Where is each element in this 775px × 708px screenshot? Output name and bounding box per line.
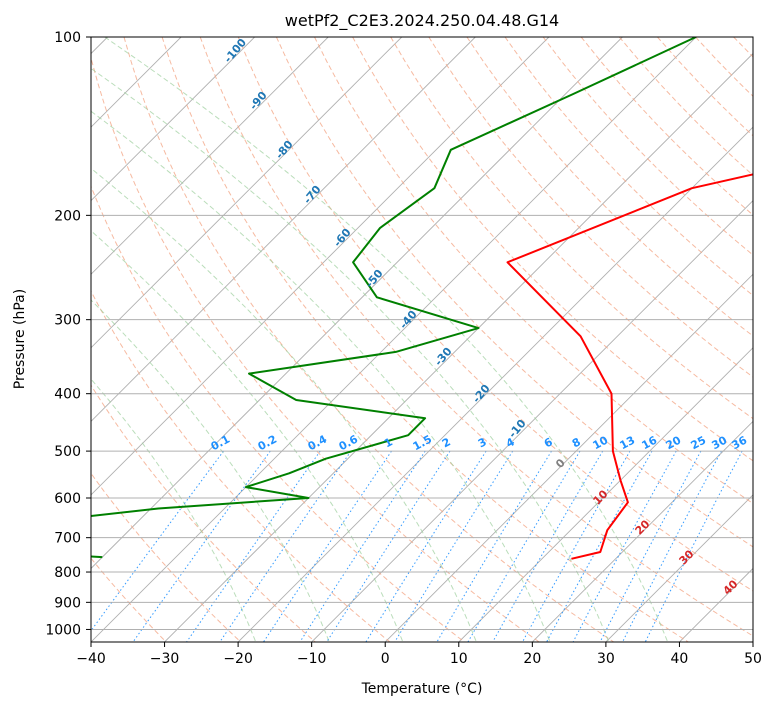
mixing-ratio-label: 16 (640, 433, 660, 452)
dry-adiabat-line (91, 290, 391, 642)
y-tick-label: 100 (54, 30, 81, 46)
dry-adiabat-line (314, 37, 753, 505)
mixing-ratio-line (546, 450, 653, 642)
mixing-ratio-line (299, 450, 426, 642)
mixing-ratio-label: 25 (689, 434, 709, 453)
x-tick-label: −40 (76, 651, 106, 667)
isotherm-line (605, 494, 753, 642)
dry-adiabat-line (91, 384, 316, 642)
mixing-ratio-label: 36 (730, 433, 750, 452)
isotherm-line (91, 37, 476, 422)
mixing-ratio-line (263, 450, 392, 642)
mixing-ratio-line (572, 450, 677, 642)
moist-adiabat-line (91, 230, 404, 642)
y-tick-label: 300 (54, 313, 81, 329)
dry-adiabat-line (428, 37, 753, 378)
isotherm-line (91, 37, 255, 202)
isotherm-line (91, 37, 329, 275)
y-tick-label: 1000 (45, 622, 81, 638)
dry-adiabat-line (390, 37, 753, 420)
isotherm-line (237, 126, 753, 642)
dry-adiabat-line (123, 37, 614, 642)
mixing-ratio-line (622, 450, 722, 642)
isotherm-line (532, 420, 753, 642)
temperature-line (506, 173, 753, 560)
background-lines (91, 37, 753, 642)
isotherm-line (384, 273, 753, 642)
y-axis: 100 200 300 400 500 600 700 800 900 1000 (45, 30, 91, 638)
moist-adiabat-line (91, 67, 610, 642)
series-layer (91, 37, 753, 560)
x-axis: −40 −30 −20 −10 0 10 20 30 40 50 (76, 642, 762, 667)
dry-adiabat-line (199, 37, 753, 637)
dewpoint-line (91, 37, 697, 559)
plot-frame (90, 36, 754, 643)
dry-adiabat-line (504, 37, 753, 296)
mixing-ratio-line (522, 450, 631, 642)
dry-adiabat-line (237, 37, 753, 592)
x-tick-label: 20 (523, 651, 541, 667)
mixing-ratio-line (219, 450, 352, 642)
dry-adiabat-line (91, 472, 242, 642)
mixing-ratio-label: 30 (710, 433, 730, 452)
isotherm-line (458, 347, 753, 642)
moist-adiabat-line (104, 37, 669, 642)
mixing-ratio-label: 10 (591, 433, 611, 452)
dry-adiabat-line (161, 37, 689, 642)
x-tick-label: −10 (297, 651, 327, 667)
dry-adiabat-line (466, 37, 753, 337)
x-axis-title: Temperature (°C) (361, 681, 483, 697)
y-tick-label: 700 (54, 531, 81, 547)
isotherm-line (91, 37, 697, 642)
x-tick-label: 40 (671, 651, 689, 667)
moist-adiabat-line (91, 378, 257, 642)
moist-adiabat-line (91, 110, 551, 642)
isotherm-line (91, 37, 623, 570)
y-tick-label: 500 (54, 444, 81, 460)
moist-adiabat-line (91, 167, 477, 642)
y-tick-label: 400 (54, 387, 81, 403)
y-tick-label: 800 (54, 565, 81, 581)
dry-adiabat-line (352, 37, 753, 462)
x-tick-label: 10 (450, 651, 468, 667)
mixing-ratio-line (599, 450, 702, 642)
x-tick-label: 30 (597, 651, 615, 667)
chart-title: wetPf2_C2E3.2024.250.04.48.G14 (285, 11, 559, 31)
dry-adiabat-line (275, 37, 753, 548)
isotherm-line (311, 200, 753, 642)
isotherm-line (91, 37, 550, 496)
mixing-ratio-label: 20 (664, 433, 684, 452)
x-tick-label: 0 (381, 651, 390, 667)
dry-adiabat-line (91, 55, 540, 642)
y-tick-label: 200 (54, 208, 81, 224)
mixing-ratio-line (644, 450, 743, 642)
mixing-ratio-label: 13 (618, 434, 638, 453)
moist-adiabat-line (91, 299, 330, 642)
y-tick-label: 900 (54, 595, 81, 611)
x-tick-label: −20 (223, 651, 253, 667)
x-tick-label: −30 (150, 651, 180, 667)
dry-adiabat-line (91, 185, 465, 642)
mixing-ratio-line (394, 450, 514, 642)
y-axis-title: Pressure (hPa) (12, 289, 28, 389)
mixing-ratio-line (492, 450, 604, 642)
mixing-ratio-line (91, 450, 224, 632)
isotherm-line (91, 37, 403, 349)
x-tick-label: 50 (744, 651, 762, 667)
mixing-ratio-line (132, 450, 271, 642)
grid (91, 37, 753, 630)
y-tick-label: 600 (54, 491, 81, 507)
